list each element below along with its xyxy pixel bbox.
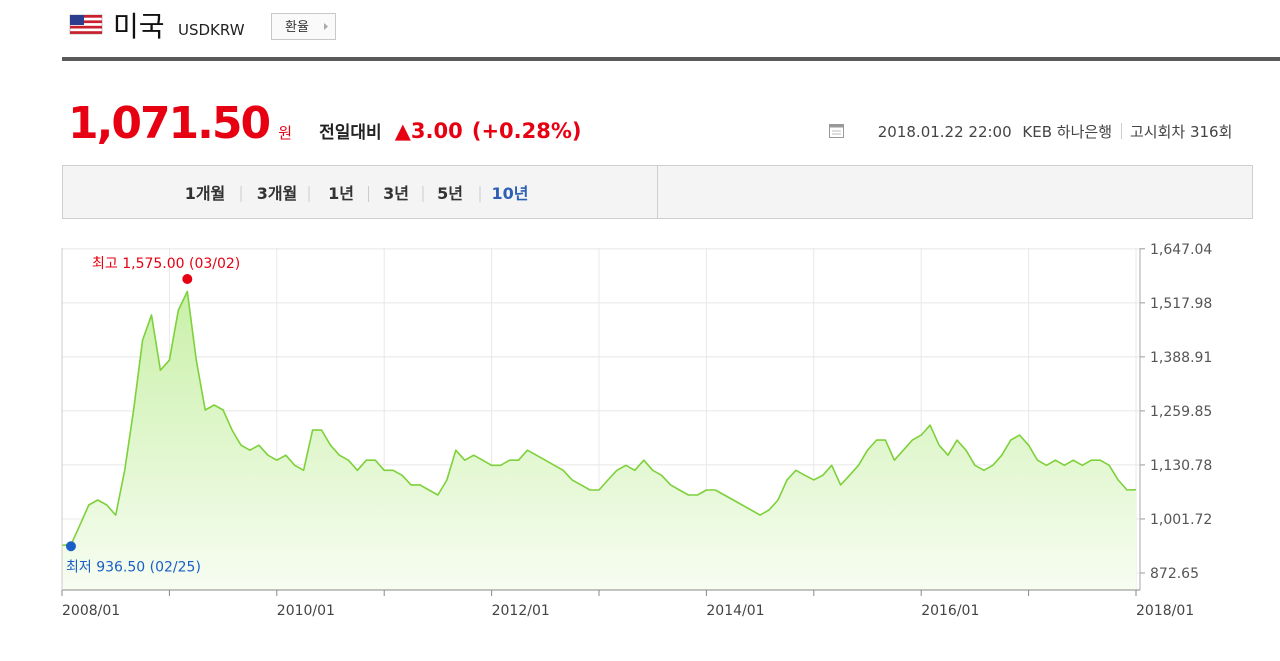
x-tick-label: 2018/01: [1136, 603, 1194, 619]
bank: KEB 하나은행: [1022, 123, 1112, 141]
tabs: 1개월 3개월 1년 3년 5년 10년: [185, 184, 529, 203]
period-tab[interactable]: 1개월: [185, 184, 226, 203]
period-tab[interactable]: 10년: [492, 184, 529, 203]
high-label: 최고 1,575.00 (03/02): [92, 256, 240, 272]
quote-meta: 2018.01.22 22:00 KEB 하나은행: [878, 123, 1112, 141]
y-tick-label: 1,259.85: [1150, 404, 1212, 420]
price-unit: 원: [278, 124, 292, 142]
x-tick-label: 2012/01: [492, 603, 550, 619]
low-marker: [65, 541, 76, 552]
x-tick-label: 2016/01: [921, 603, 979, 619]
button-label[interactable]: 환율: [285, 20, 309, 35]
x-tick-label: 2014/01: [706, 603, 764, 619]
country-title: 미국: [113, 10, 165, 43]
y-tick-label: 1,517.98: [1150, 296, 1212, 312]
us-flag: [69, 14, 103, 35]
change-label: 전일대비: [319, 123, 382, 143]
separator: [62, 57, 1280, 61]
change-percent: (+0.28%): [472, 119, 582, 143]
currency-code: USDKRW: [178, 21, 245, 39]
quote-datetime: 2018.01.22 22:00: [878, 123, 1012, 141]
period-tab[interactable]: 5년: [437, 184, 463, 203]
notice: 고시회차 316회: [1130, 123, 1232, 141]
price: 1,071.50: [68, 98, 270, 149]
line: [61, 290, 1137, 546]
high-marker: [182, 273, 193, 284]
x-tick-label: 2008/01: [62, 603, 120, 619]
low-label: 최저 936.50 (02/25): [66, 559, 201, 575]
period-tab[interactable]: 1년: [328, 184, 354, 203]
calendar-icon: [829, 124, 844, 138]
period-tab[interactable]: 3년: [383, 184, 409, 203]
price-row: 1,071.50 원 전일대비 ▲3.00 (+0.28%): [68, 98, 582, 149]
chart: 1,647.04 1,517.98 1,388.91 1,259.85 1,130.78…: [61, 242, 1212, 619]
x-tick-label: 2010/01: [277, 603, 335, 619]
y-tick-label: 1,130.78: [1150, 458, 1212, 474]
y-tick-label: 1,001.72: [1150, 512, 1212, 528]
y-tick-label: 1,647.04: [1150, 242, 1212, 258]
y-tick-label: 1,388.91: [1150, 350, 1212, 366]
period-tab[interactable]: 3개월: [257, 184, 298, 203]
exchange-button[interactable]: 환율: [271, 13, 336, 40]
area-fill: [62, 291, 1136, 590]
y-tick-label: 872.65: [1150, 566, 1199, 582]
change: ▲3.00: [395, 119, 463, 143]
